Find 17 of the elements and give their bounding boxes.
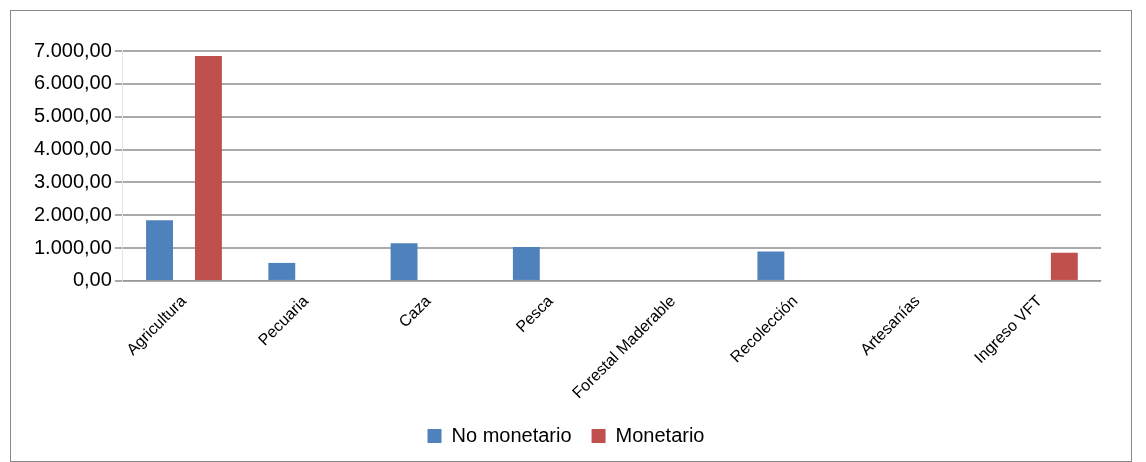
bar [146,220,173,280]
bar [1050,252,1078,280]
bar [512,247,540,280]
bar [268,262,296,280]
y-tick-label: 5.000,00 [33,104,112,127]
y-tick-label: 4.000,00 [33,137,112,160]
y-tick-label: 3.000,00 [33,169,112,192]
y-tick-label: 7.000,00 [33,38,112,61]
legend-label: No monetario [451,423,572,446]
bar [194,55,222,280]
y-tick-label: 1.000,00 [33,235,112,258]
bar [390,243,418,280]
y-tick-label: 0,00 [72,268,112,291]
y-tick-label: 2.000,00 [33,202,112,225]
bar [757,251,785,280]
legend-label: Monetario [615,423,705,446]
y-tick-label: 6.000,00 [33,71,112,94]
